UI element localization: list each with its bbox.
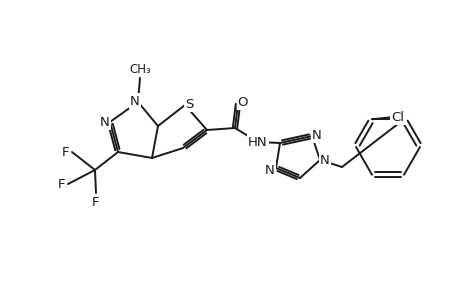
Text: HN: HN (248, 136, 267, 148)
Text: N: N (264, 164, 274, 176)
Text: S: S (185, 98, 193, 110)
Text: F: F (58, 178, 66, 190)
Text: N: N (130, 94, 140, 107)
Text: N: N (319, 154, 329, 166)
Text: O: O (237, 95, 248, 109)
Text: N: N (312, 128, 321, 142)
Text: F: F (62, 146, 70, 158)
Text: Cl: Cl (391, 111, 403, 124)
Text: F: F (92, 196, 100, 208)
Text: N: N (100, 116, 110, 128)
Text: CH₃: CH₃ (129, 62, 151, 76)
